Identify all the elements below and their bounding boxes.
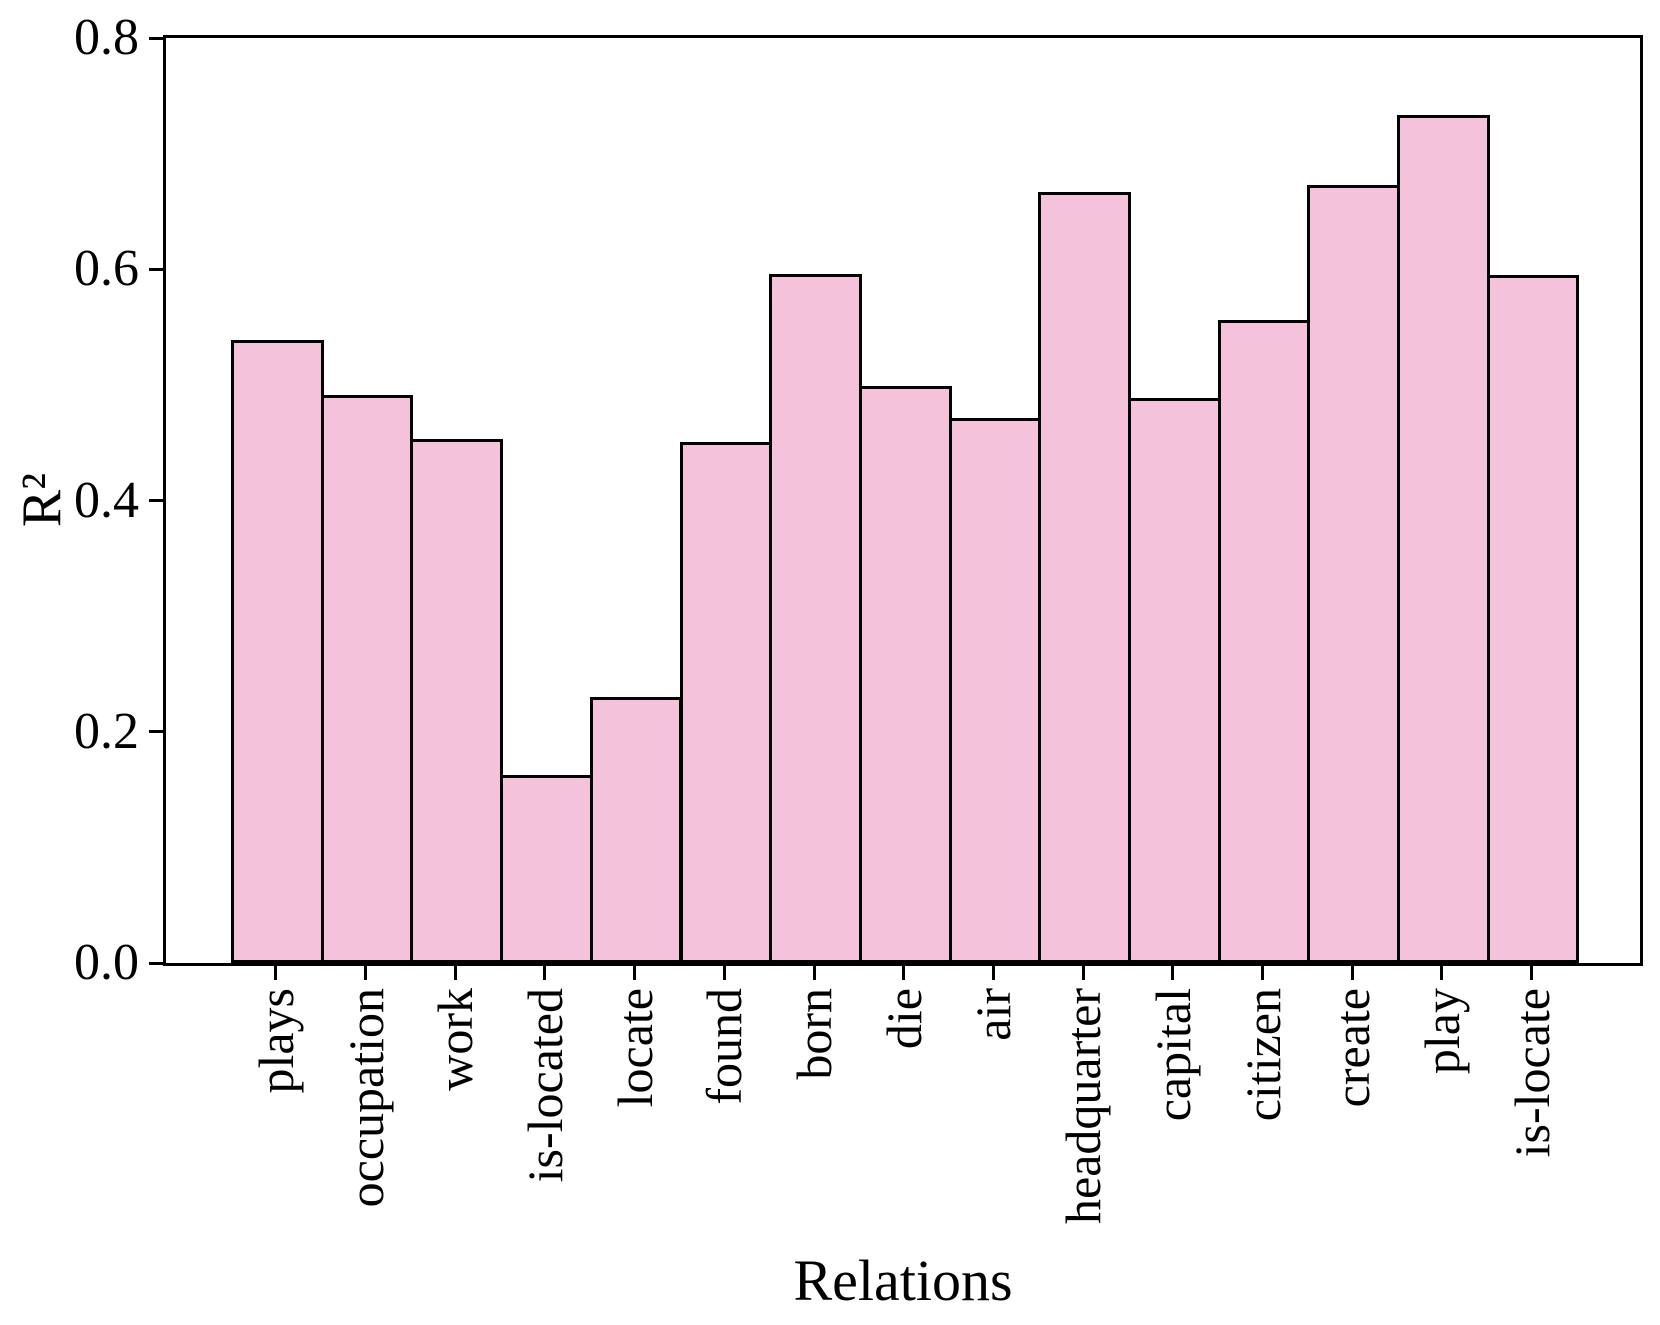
- x-tick-label-is-located: is-located: [516, 988, 573, 1183]
- x-tick: [543, 966, 547, 980]
- bar-air: [948, 418, 1042, 963]
- x-tick: [1440, 966, 1444, 980]
- x-axis-label: Relations: [793, 1248, 1013, 1313]
- y-tick-label: 0.4: [74, 471, 139, 529]
- y-tick: [149, 499, 163, 502]
- y-tick: [149, 267, 163, 271]
- y-axis-label: R²: [11, 472, 73, 528]
- x-tick: [1530, 966, 1534, 980]
- bar-locate: [589, 697, 683, 963]
- y-tick: [149, 961, 163, 965]
- x-tick: [364, 966, 368, 980]
- bar-citizen: [1217, 320, 1311, 963]
- bar-found: [679, 441, 773, 963]
- bar-die: [858, 386, 952, 963]
- y-tick-label: 0.6: [74, 240, 139, 298]
- x-tick-label-occupation: occupation: [337, 988, 394, 1208]
- x-tick-label-capital: capital: [1144, 988, 1201, 1122]
- y-tick-label: 0.0: [74, 934, 139, 991]
- x-tick: [633, 966, 637, 980]
- y-tick: [149, 730, 163, 734]
- bar-occupation: [320, 395, 414, 963]
- x-tick-label-found: found: [696, 988, 753, 1105]
- y-tick-label: 0.8: [74, 9, 139, 66]
- plot-area: [163, 35, 1643, 966]
- x-tick: [902, 966, 906, 980]
- x-tick: [1081, 966, 1085, 980]
- x-tick-label-play: play: [1413, 988, 1470, 1075]
- bar-capital: [1128, 397, 1221, 963]
- x-tick-label-create: create: [1324, 988, 1381, 1108]
- bar-is-locate: [1486, 275, 1580, 963]
- x-tick: [1171, 966, 1175, 980]
- bar-plays: [231, 339, 324, 963]
- bar-create: [1307, 184, 1401, 963]
- bar-headquarter: [1038, 191, 1131, 963]
- bar-is-located: [500, 774, 593, 963]
- x-tick-label-is-locate: is-locate: [1503, 988, 1560, 1158]
- x-tick: [1350, 966, 1354, 980]
- x-tick: [453, 966, 457, 980]
- x-tick-label-plays: plays: [247, 988, 304, 1094]
- x-tick-label-air: air: [965, 988, 1022, 1041]
- x-tick-label-locate: locate: [606, 988, 663, 1108]
- y-tick-label: 0.2: [74, 702, 139, 760]
- x-tick: [991, 966, 995, 980]
- y-tick: [149, 36, 163, 40]
- x-tick-label-headquarter: headquarter: [1055, 988, 1112, 1224]
- x-tick-label-born: born: [786, 988, 843, 1080]
- bar-born: [769, 273, 862, 963]
- x-tick-label-citizen: citizen: [1234, 988, 1291, 1122]
- x-tick: [1261, 966, 1265, 980]
- x-tick-label-die: die: [875, 988, 932, 1050]
- x-tick: [722, 966, 726, 980]
- x-tick: [274, 966, 278, 980]
- bar-work: [410, 439, 504, 963]
- x-tick: [812, 966, 816, 980]
- x-tick-label-work: work: [427, 988, 484, 1091]
- bar-play: [1397, 115, 1490, 963]
